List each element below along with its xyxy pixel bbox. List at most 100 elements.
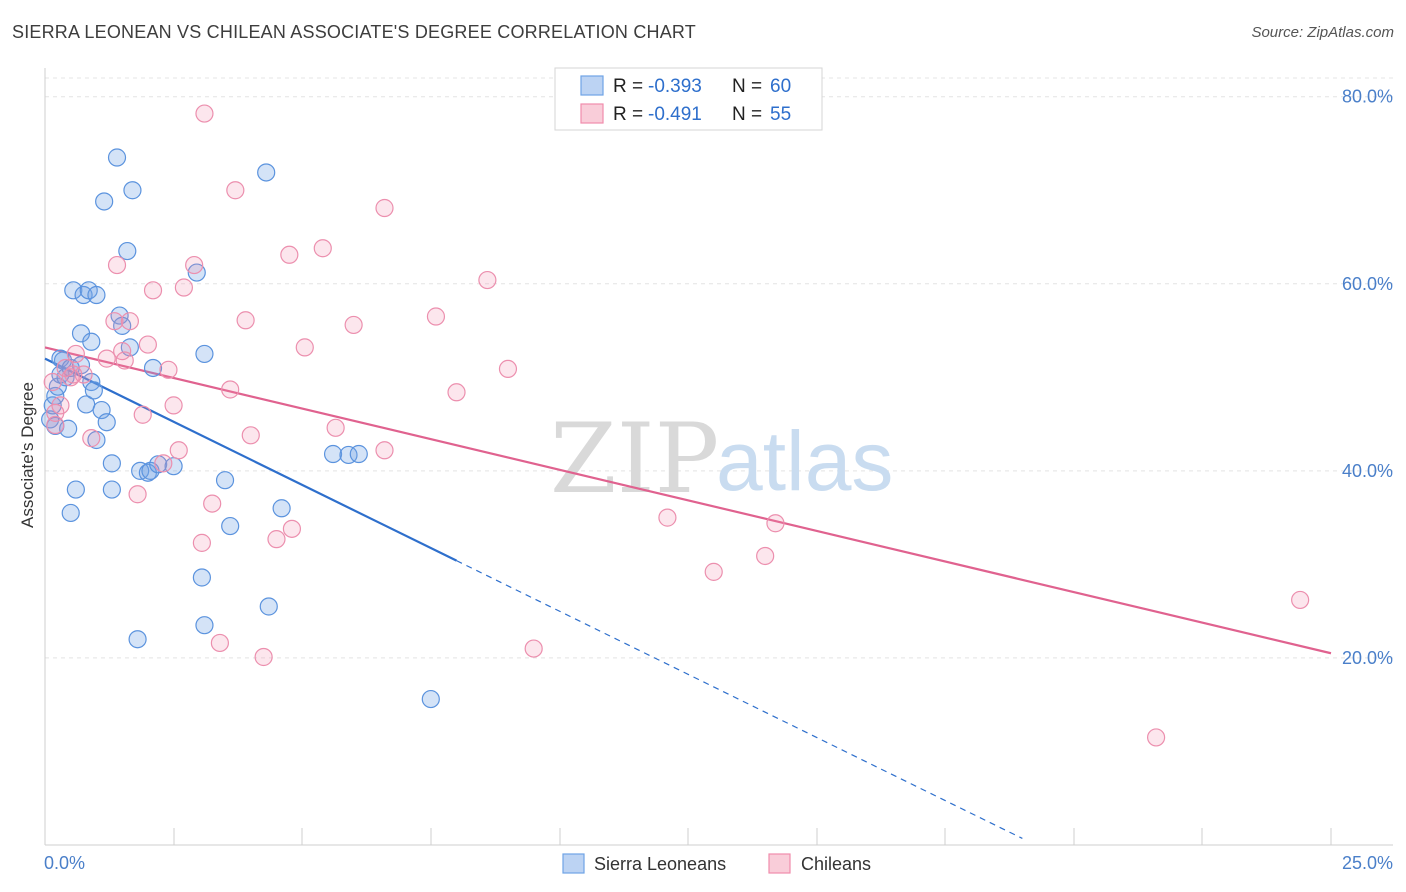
watermark-zip: ZIP — [550, 403, 719, 515]
stats-legend: R = -0.393 N = 60 R = -0.491 N = 55 — [554, 67, 823, 131]
data-point-sierra-leonean — [66, 480, 85, 499]
data-point-sierra-leonean — [128, 630, 147, 649]
trend-line-chileans — [44, 346, 1332, 655]
data-point-chilean — [107, 255, 127, 275]
legend-swatch-pink — [580, 103, 604, 124]
data-point-chilean — [447, 383, 466, 402]
legend-r-label-pink: R = — [613, 104, 643, 125]
data-point-chilean — [313, 239, 332, 258]
data-point-sierra-leonean — [349, 444, 368, 464]
data-point-sierra-leonean — [215, 471, 235, 490]
data-point-sierra-leonean — [95, 192, 114, 211]
data-point-sierra-leonean — [221, 516, 240, 536]
legend-n-label-pink: N = — [732, 104, 762, 125]
series-chileans — [43, 104, 1310, 747]
series-legend-label-pink: Chileans — [801, 854, 871, 874]
data-point-sierra-leonean — [192, 568, 211, 587]
data-point-chilean — [143, 281, 163, 300]
data-point-chilean — [66, 344, 85, 364]
data-point-chilean — [133, 405, 152, 424]
data-point-chilean — [254, 647, 273, 667]
data-point-chilean — [64, 365, 83, 384]
watermark-atlas: atlas — [716, 414, 893, 508]
data-point-chilean — [169, 441, 188, 460]
data-point-sierra-leonean — [82, 332, 101, 351]
data-point-chilean — [1147, 728, 1166, 747]
data-point-chilean — [524, 639, 543, 658]
data-point-chilean — [375, 198, 394, 218]
data-point-sierra-leonean — [323, 444, 343, 464]
data-point-chilean — [280, 245, 299, 264]
data-point-sierra-leonean — [110, 306, 129, 325]
y-tick-label: 40.0% — [1342, 461, 1393, 481]
y-tick-label: 80.0% — [1342, 87, 1393, 107]
data-point-chilean — [97, 349, 116, 368]
data-point-chilean — [236, 311, 255, 330]
data-point-chilean — [478, 270, 497, 290]
source-label: Source: ZipAtlas.com — [1251, 24, 1394, 41]
data-point-sierra-leonean — [421, 689, 440, 709]
data-point-chilean — [210, 633, 229, 653]
data-point-sierra-leonean — [123, 181, 142, 200]
data-point-chilean — [326, 418, 345, 437]
data-point-chilean — [154, 454, 173, 473]
data-point-sierra-leonean — [107, 148, 127, 167]
data-point-sierra-leonean — [143, 358, 163, 378]
data-point-chilean — [658, 508, 677, 527]
data-point-chilean — [375, 441, 394, 460]
data-point-chilean — [46, 415, 65, 435]
data-point-chilean — [241, 426, 260, 445]
series-legend: Sierra Leoneans Chileans — [562, 853, 871, 874]
data-point-sierra-leonean — [187, 263, 206, 282]
y-axis-label: Associate's Degree — [18, 382, 37, 528]
data-point-chilean — [82, 429, 101, 448]
data-point-chilean — [74, 365, 93, 384]
series-sierra-leoneans — [41, 148, 440, 709]
data-point-chilean — [138, 335, 157, 354]
legend-swatch-blue — [580, 75, 604, 96]
data-point-chilean — [174, 278, 193, 297]
data-point-sierra-leonean — [84, 381, 103, 400]
data-point-chilean — [226, 181, 245, 200]
trend-line-dashed — [456, 560, 1023, 839]
data-point-chilean — [192, 533, 211, 552]
data-point-sierra-leonean — [195, 616, 214, 635]
x-tick-label-min: 0.0% — [44, 853, 85, 873]
data-point-chilean — [105, 312, 124, 331]
data-point-sierra-leonean — [102, 454, 121, 473]
data-point-chilean — [195, 104, 214, 123]
data-point-chilean — [756, 546, 775, 566]
trend-line-solid — [44, 357, 458, 562]
data-point-chilean — [344, 315, 363, 335]
data-point-chilean — [164, 396, 183, 415]
data-point-chilean — [51, 396, 70, 415]
legend-r-value-pink: -0.491 — [648, 104, 702, 125]
legend-n-value-blue: 60 — [770, 76, 791, 97]
data-point-chilean — [185, 255, 204, 275]
data-point-sierra-leonean — [272, 499, 291, 518]
data-point-sierra-leonean — [64, 281, 83, 300]
data-point-sierra-leonean — [87, 285, 106, 305]
data-point-sierra-leonean — [149, 455, 168, 474]
legend-n-label-blue: N = — [732, 76, 762, 97]
data-point-chilean — [282, 519, 302, 538]
data-point-chilean — [426, 307, 446, 326]
data-point-sierra-leonean — [195, 344, 214, 364]
trend-line-solid — [44, 346, 1332, 655]
series-legend-swatch-blue — [562, 853, 585, 874]
series-legend-swatch-pink — [768, 853, 791, 874]
x-tick-label-max: 25.0% — [1342, 853, 1393, 873]
y-tick-labels: 20.0% 40.0% 60.0% 80.0% — [1342, 87, 1393, 668]
data-point-chilean — [498, 359, 518, 378]
data-point-sierra-leonean — [102, 480, 121, 499]
data-point-chilean — [203, 494, 222, 513]
watermark: ZIP atlas — [550, 403, 893, 515]
data-point-sierra-leonean — [97, 413, 116, 432]
data-point-chilean — [115, 351, 134, 370]
chart-title: SIERRA LEONEAN VS CHILEAN ASSOCIATE'S DE… — [12, 22, 696, 42]
data-point-sierra-leonean — [118, 241, 137, 261]
trend-line-sierra-leoneans — [44, 357, 1023, 839]
data-point-sierra-leonean — [257, 163, 276, 182]
data-point-chilean — [221, 380, 240, 399]
